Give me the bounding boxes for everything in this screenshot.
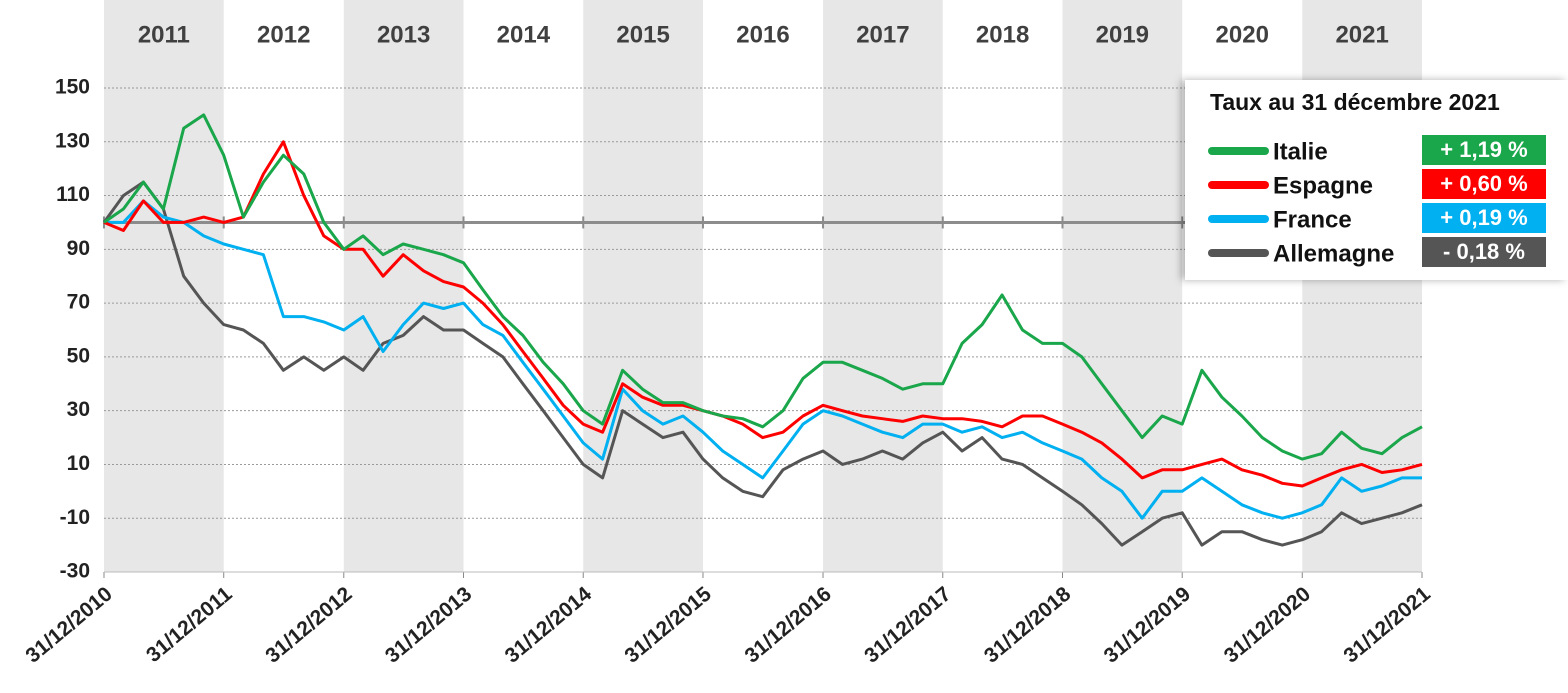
x-tick-label: 31/12/2013 — [381, 582, 476, 667]
x-tick-label: 31/12/2020 — [1220, 582, 1315, 667]
rate-box — [1422, 169, 1546, 199]
rate-label: + 1,19 % — [1440, 137, 1527, 162]
rate-label: + 0,60 % — [1440, 171, 1527, 196]
legend-label: Allemagne — [1273, 240, 1394, 267]
series-line — [104, 199, 1422, 520]
x-tick-label: 31/12/2010 — [21, 582, 116, 667]
x-tick-label: 31/12/2011 — [142, 582, 237, 667]
year-label: 2016 — [736, 21, 789, 48]
year-label: 2020 — [1216, 21, 1269, 48]
year-band — [104, 0, 224, 572]
y-tick-label: -10 — [60, 506, 90, 529]
x-tick-label: 31/12/2021 — [1339, 582, 1435, 667]
year-label: 2021 — [1335, 21, 1388, 48]
series-line — [103, 113, 1423, 461]
year-label: 2011 — [138, 21, 190, 48]
y-tick-label: 30 — [67, 398, 90, 421]
x-tick-label: 31/12/2018 — [980, 582, 1076, 667]
x-tick-label: 31/12/2015 — [620, 582, 716, 667]
x-tick-label: 31/12/2017 — [860, 582, 955, 667]
year-label: 2017 — [856, 21, 909, 48]
y-tick-label: 10 — [67, 452, 90, 475]
y-tick-label: 150 — [55, 76, 90, 99]
legend-label: Italie — [1273, 138, 1328, 165]
year-band — [1062, 0, 1183, 572]
y-tick-label: 130 — [55, 129, 90, 152]
x-tick-label: 31/12/2012 — [261, 582, 356, 667]
y-tick-label: 70 — [67, 291, 90, 314]
y-tick-label: -30 — [60, 560, 90, 583]
x-tick-label: 31/12/2016 — [741, 582, 836, 667]
year-label: 2014 — [497, 21, 551, 48]
legend-label: Espagne — [1273, 172, 1373, 199]
rate-box — [1422, 203, 1546, 233]
rate-label: + 0,19 % — [1440, 205, 1527, 230]
x-tick-label: 31/12/2019 — [1100, 582, 1195, 667]
y-tick-label: 50 — [67, 344, 90, 367]
year-label: 2018 — [976, 21, 1029, 48]
rate-box — [1422, 237, 1546, 267]
series-line — [103, 140, 1423, 488]
year-label: 2013 — [377, 21, 430, 48]
y-tick-label: 110 — [56, 183, 90, 206]
year-label: 2012 — [257, 21, 310, 48]
rate-label: - 0,18 % — [1443, 239, 1525, 264]
year-band — [583, 0, 703, 572]
year-band — [343, 0, 464, 572]
legend-title: Taux au 31 décembre 2021 — [1210, 89, 1500, 115]
year-band — [823, 0, 943, 572]
year-label: 2015 — [616, 21, 669, 48]
rate-box — [1422, 135, 1546, 165]
year-label: 2019 — [1096, 21, 1149, 48]
legend-label: France — [1273, 206, 1352, 233]
x-tick-label: 31/12/2014 — [501, 582, 597, 667]
y-tick-label: 90 — [67, 237, 90, 260]
series-line — [102, 180, 1423, 547]
